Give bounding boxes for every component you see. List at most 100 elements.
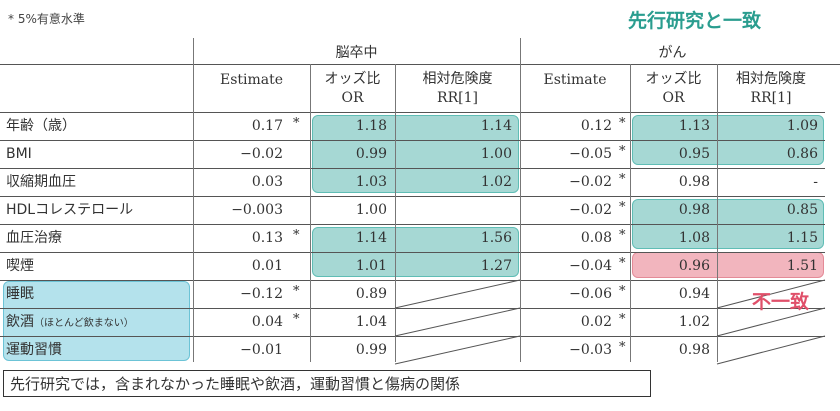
diagonal-line xyxy=(394,335,521,365)
col-header-or-abbr: OR xyxy=(662,90,685,106)
cell-c-rr: 1.51 xyxy=(786,258,818,274)
cell-s-est: −0.003 xyxy=(231,202,283,218)
significance-star: * xyxy=(619,172,626,187)
cell-c-or: 0.96 xyxy=(678,258,710,274)
row-rule xyxy=(0,140,825,141)
cell-c-est: 0.02 xyxy=(580,314,612,330)
col-header-estimate: Estimate xyxy=(219,72,284,88)
col-rule xyxy=(395,64,396,362)
group-header-stroke: 脳卒中 xyxy=(335,45,378,61)
row-rule xyxy=(0,112,825,113)
cell-c-rr: - xyxy=(813,174,818,190)
diagonal-line xyxy=(716,335,826,365)
cell-s-rr: 1.00 xyxy=(480,146,512,162)
col-rule xyxy=(630,64,631,362)
cell-s-or: 1.01 xyxy=(355,258,387,274)
cell-s-est: −0.02 xyxy=(240,146,283,162)
col-rule xyxy=(310,64,311,362)
significance-star: * xyxy=(293,284,300,299)
significance-star: * xyxy=(619,340,626,355)
col-header-or-abbr: OR xyxy=(341,90,364,106)
significance-star: * xyxy=(293,116,300,131)
col-rule xyxy=(717,64,718,362)
cell-s-est: −0.12 xyxy=(240,286,283,302)
header-rule xyxy=(0,64,840,65)
cell-s-or: 0.99 xyxy=(355,342,387,358)
cell-c-rr: 1.09 xyxy=(786,118,818,134)
cell-c-est: −0.04 xyxy=(569,258,612,274)
significance-note: * 5%有意水準 xyxy=(8,12,85,26)
agree-callout: 先行研究と一致 xyxy=(628,10,762,32)
row-rule xyxy=(0,168,825,169)
row-label: 睡眠 xyxy=(6,286,34,302)
significance-star: * xyxy=(619,228,626,243)
cell-c-rr: 1.15 xyxy=(786,230,818,246)
row-label: HDLコレステロール xyxy=(6,202,134,218)
footer-note: 先行研究では，含まれなかった睡眠や飲酒，運動習慣と傷病の関係 xyxy=(3,370,651,397)
cell-s-rr: 1.56 xyxy=(480,230,512,246)
cell-c-est: 0.12 xyxy=(580,118,612,134)
cell-c-rr: 0.85 xyxy=(786,202,818,218)
cell-s-est: 0.04 xyxy=(251,314,283,330)
cell-c-or: 0.98 xyxy=(678,202,710,218)
cell-s-or: 1.03 xyxy=(355,174,387,190)
cell-c-est: −0.02 xyxy=(569,174,612,190)
diagonal-line xyxy=(716,279,826,309)
diagonal-line xyxy=(394,279,521,309)
row-label: 血圧治療 xyxy=(6,230,62,246)
group-header-cancer: がん xyxy=(658,45,687,61)
row-rule xyxy=(0,196,825,197)
cell-s-est: −0.01 xyxy=(240,342,283,358)
disagree-callout: 不一致 xyxy=(752,291,810,313)
col-header-rr: 相対危険度 xyxy=(736,71,806,87)
significance-star: * xyxy=(619,116,626,131)
col-header-rr: 相対危険度 xyxy=(422,71,493,87)
row-rule xyxy=(0,280,825,281)
cell-s-est: 0.17 xyxy=(251,118,283,134)
cell-c-or: 1.13 xyxy=(678,118,710,134)
col-header-or: オッズ比 xyxy=(324,71,381,87)
row-label: BMI xyxy=(6,146,32,162)
diagonal-line xyxy=(716,307,826,337)
cell-s-rr: 1.27 xyxy=(480,258,512,274)
significance-star: * xyxy=(619,144,626,159)
highlight-stroke-agree-1 xyxy=(312,115,519,193)
cell-c-or: 1.02 xyxy=(678,314,710,330)
highlight-new-variables xyxy=(3,281,190,361)
row-rule xyxy=(0,224,825,225)
diagonal-line xyxy=(394,307,521,337)
significance-star: * xyxy=(293,228,300,243)
cell-s-est: 0.13 xyxy=(251,230,283,246)
col-rule xyxy=(193,38,194,362)
cell-s-or: 1.04 xyxy=(355,314,387,330)
cell-s-rr: 1.14 xyxy=(480,118,512,134)
cell-s-or: 0.89 xyxy=(355,286,387,302)
row-label: 年齢（歳） xyxy=(6,118,76,134)
row-rule xyxy=(0,252,825,253)
significance-star: * xyxy=(619,312,626,327)
significance-star: * xyxy=(619,284,626,299)
cell-c-or: 1.08 xyxy=(678,230,710,246)
cell-c-or: 0.95 xyxy=(678,146,710,162)
cell-c-est: −0.06 xyxy=(569,286,612,302)
col-header-or: オッズ比 xyxy=(645,71,702,87)
significance-star: * xyxy=(619,256,626,271)
cell-c-or: 0.94 xyxy=(678,286,710,302)
significance-star: * xyxy=(619,200,626,215)
col-header-rr-abbr: RR[1] xyxy=(750,90,792,106)
cell-c-or: 0.98 xyxy=(678,342,710,358)
row-label: 収縮期血圧 xyxy=(6,174,76,190)
col-header-rr-abbr: RR[1] xyxy=(437,90,478,106)
cell-c-est: −0.03 xyxy=(569,342,612,358)
cell-s-rr: 1.02 xyxy=(480,174,512,190)
cell-c-est: −0.02 xyxy=(569,202,612,218)
row-label: 運動習慣 xyxy=(6,342,62,358)
row-label: 飲酒（ほとんど飲まない） xyxy=(6,314,134,330)
cell-s-est: 0.03 xyxy=(251,174,283,190)
cell-c-est: 0.08 xyxy=(580,230,612,246)
cell-c-rr: 0.86 xyxy=(786,146,818,162)
significance-star: * xyxy=(293,312,300,327)
cell-s-or: 1.14 xyxy=(355,230,387,246)
